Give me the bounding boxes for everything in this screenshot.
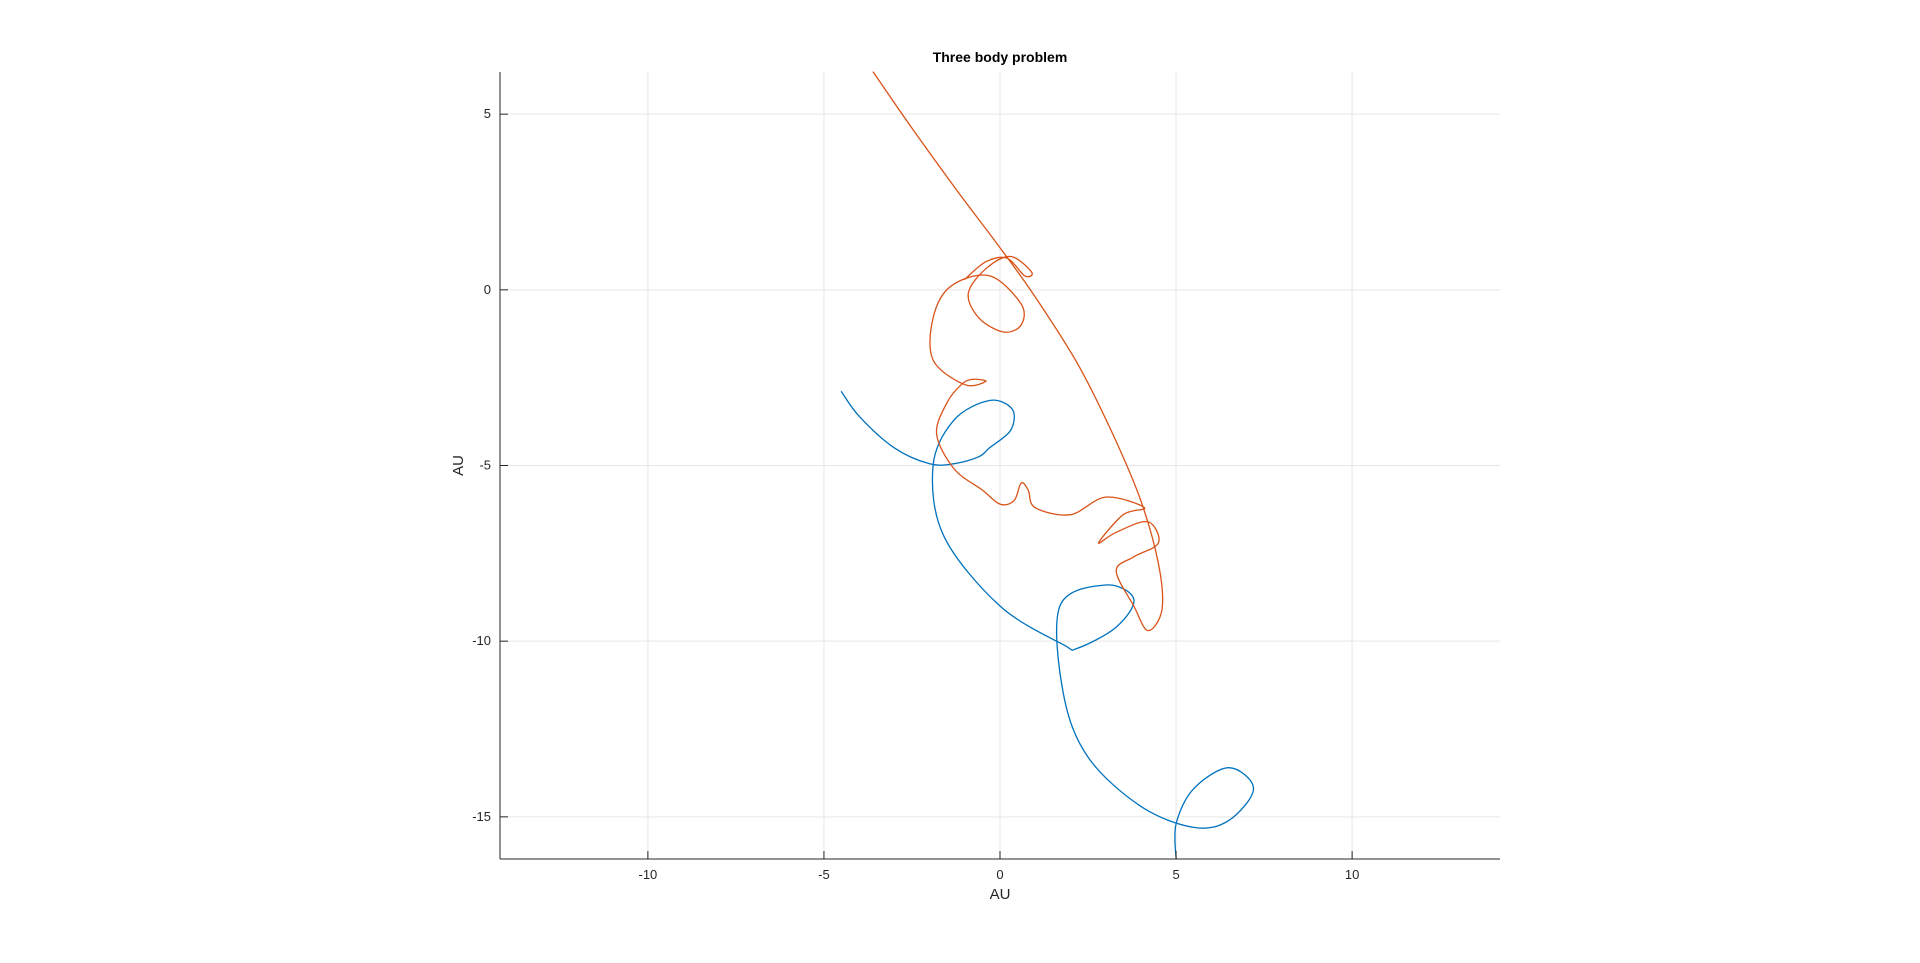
chart-title: Three body problem xyxy=(933,49,1068,65)
series-2-trajectory xyxy=(872,71,1164,632)
x-tick-label: -10 xyxy=(638,867,657,882)
y-tick-label: -15 xyxy=(472,809,491,824)
x-tick-label: -5 xyxy=(818,867,830,882)
y-tick-label: -10 xyxy=(472,633,491,648)
x-tick-label: 0 xyxy=(996,867,1003,882)
x-tick-label: 10 xyxy=(1345,867,1359,882)
y-tick-label: 5 xyxy=(484,106,491,121)
x-axis-label: AU xyxy=(990,886,1011,903)
tick-marks xyxy=(500,113,1353,859)
series-1-trajectory xyxy=(840,391,1255,860)
tick-labels: -10 -5 0 5 10 -15 -10 -5 0 5 xyxy=(472,106,1359,882)
y-axis-label: AU xyxy=(450,455,467,476)
series-layer xyxy=(840,71,1255,860)
y-tick-label: 0 xyxy=(484,282,491,297)
grid-lines xyxy=(500,72,1500,859)
y-tick-label: -5 xyxy=(479,458,491,473)
x-tick-label: 5 xyxy=(1172,867,1179,882)
